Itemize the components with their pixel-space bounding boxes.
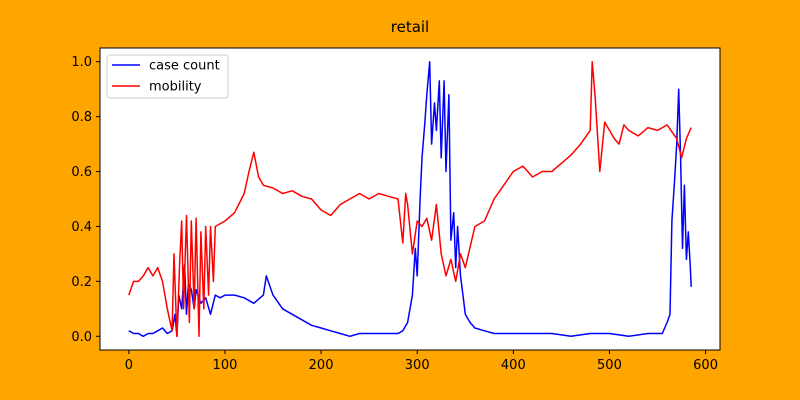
x-tick-label: 300 bbox=[405, 358, 430, 373]
x-tick-label: 600 bbox=[693, 358, 718, 373]
y-tick-label: 1.0 bbox=[71, 55, 92, 70]
chart-title: retail bbox=[391, 18, 429, 36]
legend-label: mobility bbox=[149, 80, 202, 95]
series-line-mobility bbox=[128, 60, 692, 338]
legend-label: case count bbox=[149, 59, 220, 74]
x-tick-label: 400 bbox=[501, 358, 526, 373]
x-tick-label: 0 bbox=[125, 358, 133, 373]
x-tick-label: 100 bbox=[213, 358, 238, 373]
plot-frame bbox=[99, 47, 721, 351]
y-tick-label: 0.0 bbox=[71, 330, 92, 345]
y-axis: 0.0 0.2 0.4 0.6 0.8 1.0 bbox=[71, 55, 100, 345]
x-tick-label: 500 bbox=[597, 358, 622, 373]
y-tick-label: 0.2 bbox=[71, 275, 92, 290]
legend: case count mobility bbox=[106, 54, 229, 99]
x-axis: 0 100 200 300 400 500 600 bbox=[125, 350, 718, 373]
y-tick-label: 0.6 bbox=[71, 165, 92, 180]
series-line-case-count bbox=[128, 60, 692, 338]
y-tick-label: 0.4 bbox=[71, 220, 92, 235]
y-tick-label: 0.8 bbox=[71, 110, 92, 125]
series-layer bbox=[128, 60, 692, 338]
x-tick-label: 200 bbox=[309, 358, 334, 373]
